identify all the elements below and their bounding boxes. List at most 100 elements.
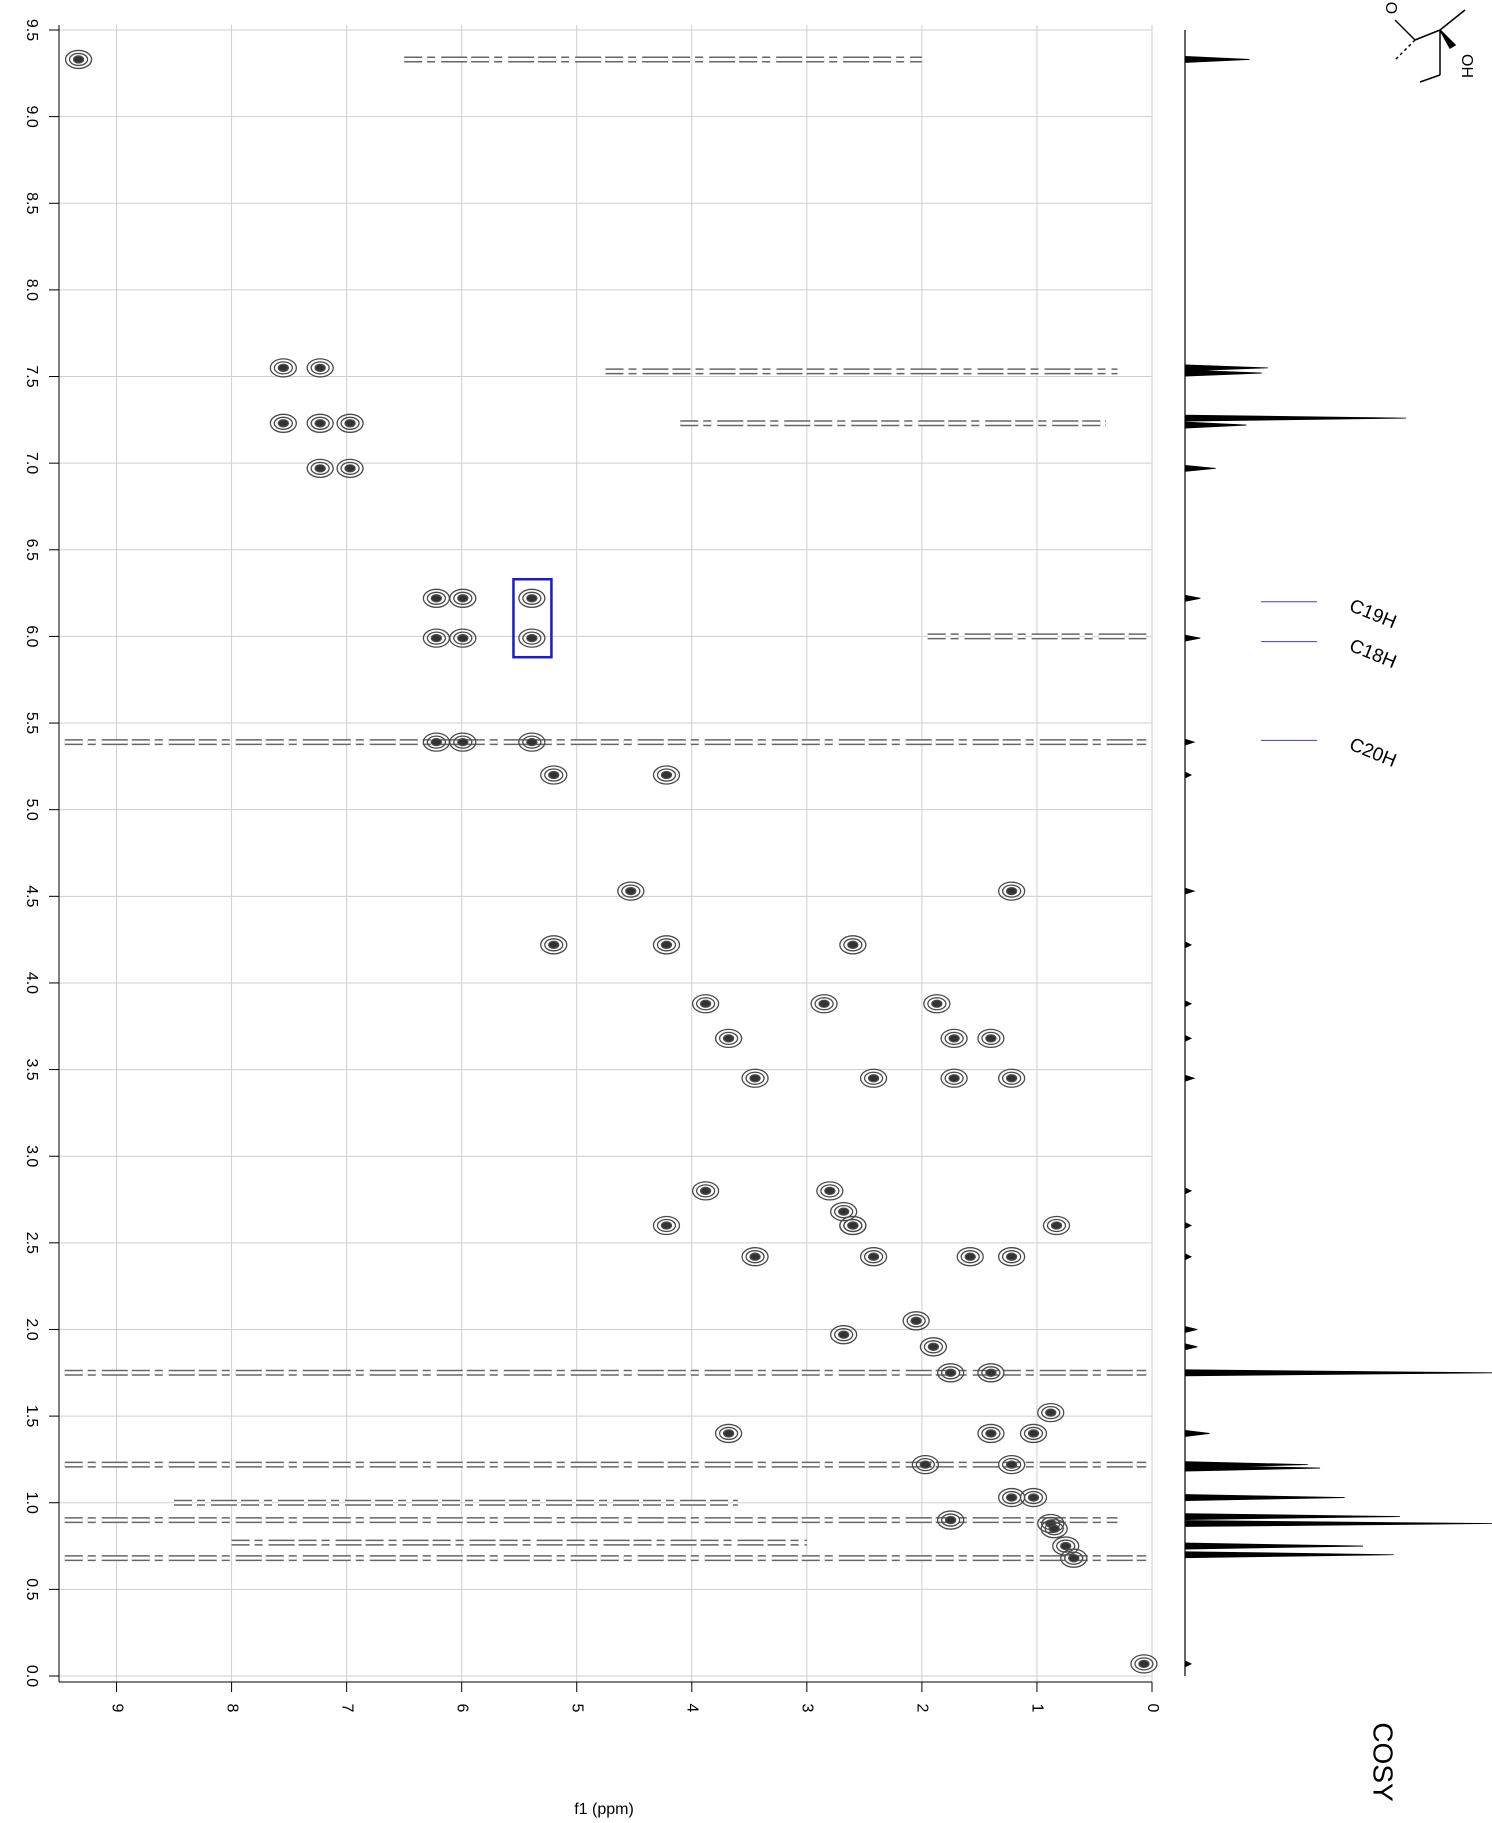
- contour-ring: [838, 1207, 850, 1216]
- contour-ring: [691, 1181, 720, 1201]
- y-tick-label: 7.5: [23, 365, 40, 387]
- contour-ring: [1134, 1657, 1154, 1671]
- contour-ring: [1037, 1513, 1065, 1534]
- cross-peak: [1130, 1654, 1158, 1674]
- contour-ring: [430, 634, 443, 643]
- contour-ring: [956, 1247, 984, 1267]
- contour-ring: [948, 1034, 960, 1043]
- cross-peak: [997, 1247, 1026, 1267]
- contour-ring: [518, 628, 546, 648]
- contour-ring: [1023, 1426, 1044, 1441]
- contour-ring: [944, 1071, 964, 1085]
- contour-ring: [1050, 1221, 1063, 1230]
- contour-ring: [457, 594, 469, 603]
- cross-peak: [518, 628, 546, 648]
- contour-ring: [1019, 1423, 1048, 1444]
- contour-ring: [820, 1184, 840, 1198]
- cross-peak: [859, 1068, 888, 1088]
- contour-ring: [923, 1340, 944, 1354]
- contour-ring: [1064, 1551, 1084, 1565]
- contour-ring: [518, 732, 546, 752]
- contour-ring: [548, 770, 560, 780]
- y-tick-label: 4.0: [23, 972, 40, 994]
- projection-peak: [1184, 421, 1247, 429]
- contour-ring: [867, 1074, 880, 1083]
- y-tick-label: 8.0: [23, 279, 40, 301]
- contour-ring: [843, 938, 863, 952]
- y-tick-label: 5.5: [23, 712, 40, 734]
- projection-peak: [1184, 1000, 1193, 1008]
- contour-ring: [927, 1342, 940, 1351]
- contour-ring: [749, 1074, 761, 1083]
- projection-peak: [1184, 464, 1216, 472]
- contour-ring: [621, 884, 641, 898]
- projection-peak: [1184, 56, 1250, 63]
- cross-peak: [1060, 1548, 1088, 1568]
- contour-ring: [64, 49, 93, 70]
- x-tick-label: 5: [569, 1704, 586, 1713]
- contour-ring: [269, 413, 298, 433]
- contour-ring: [314, 464, 326, 473]
- contour-ring: [310, 361, 330, 375]
- contour-ring: [548, 940, 560, 949]
- contour-ring: [691, 994, 720, 1014]
- projection-peak: [1184, 887, 1196, 895]
- contour-ring: [830, 1202, 858, 1222]
- contour-ring: [722, 1429, 735, 1438]
- contour-ring: [838, 1330, 850, 1339]
- x-tick-label: 7: [338, 1704, 355, 1713]
- contour-ring: [457, 737, 469, 747]
- cross-peak: [816, 1181, 844, 1201]
- contour-ring: [1048, 1524, 1060, 1533]
- contour-ring: [940, 1068, 968, 1088]
- projection-peak: [1184, 1464, 1321, 1472]
- cross-peak: [269, 413, 298, 433]
- contour-ring: [617, 881, 645, 901]
- contour-ring: [310, 461, 330, 476]
- contour-ring: [1005, 1252, 1018, 1261]
- contour-ring: [314, 419, 326, 428]
- cross-peak: [336, 413, 364, 433]
- contour-ring: [964, 1252, 976, 1261]
- contour-ring: [867, 1252, 880, 1261]
- contour-ring: [273, 361, 294, 375]
- contour-ring: [1060, 1548, 1088, 1568]
- x-tick-label: 2: [914, 1704, 931, 1713]
- experiment-label: COSY: [1368, 1722, 1399, 1802]
- cross-peak: [830, 1202, 858, 1222]
- highlight-box: [512, 577, 553, 659]
- projection-peak: [1184, 1369, 1492, 1377]
- projection-peak: [1184, 1513, 1400, 1520]
- contour-ring: [1001, 1071, 1022, 1085]
- y-tick-label: 4.5: [23, 885, 40, 907]
- contour-ring: [1001, 1250, 1022, 1264]
- contour-ring: [526, 737, 538, 747]
- y-tick-label: 9.5: [23, 19, 40, 41]
- y-tick-label: 6.5: [23, 539, 40, 561]
- cross-peak: [691, 994, 720, 1014]
- contour-ring: [902, 1311, 930, 1331]
- x-tick-label: 1: [1029, 1704, 1046, 1713]
- cross-peak: [977, 1028, 1005, 1049]
- contour-ring: [863, 1250, 884, 1264]
- contour-ring: [937, 1510, 965, 1530]
- contour-ring: [911, 1454, 939, 1475]
- contour-ring: [937, 1363, 965, 1383]
- contour-ring: [985, 1368, 997, 1377]
- contour-ring: [340, 416, 360, 430]
- contour-ring: [1005, 886, 1018, 896]
- structure-label: O: [1382, 2, 1399, 14]
- contour-ring: [1040, 1519, 1068, 1539]
- y-tick-label: 3.5: [23, 1058, 40, 1080]
- projection-peak: [1184, 1253, 1193, 1261]
- contour-ring: [714, 1423, 743, 1444]
- cross-peak: [422, 588, 451, 608]
- cross-peak: [540, 935, 568, 955]
- contour-ring: [540, 765, 568, 785]
- contour-ring: [699, 1186, 712, 1196]
- y-tick-label: 1.0: [23, 1492, 40, 1514]
- contour-ring: [997, 1068, 1026, 1088]
- contour-ring: [453, 591, 473, 605]
- contour-ring: [1001, 884, 1022, 898]
